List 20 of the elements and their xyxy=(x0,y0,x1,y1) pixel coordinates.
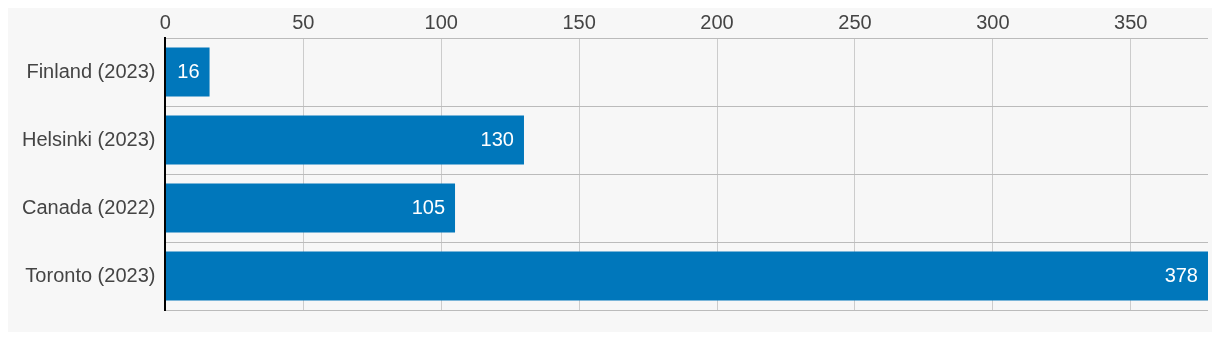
y-tick-label: Toronto (2023) xyxy=(25,263,156,286)
data-label: 130 xyxy=(480,127,514,150)
x-tick-label: 250 xyxy=(838,10,872,33)
bar xyxy=(165,251,1208,301)
bar xyxy=(165,115,524,165)
y-tick-label: Canada (2022) xyxy=(21,195,156,218)
y-tick-label: Finland (2023) xyxy=(26,59,156,82)
x-tick-label: 300 xyxy=(976,10,1010,33)
x-tick-label: 350 xyxy=(1114,10,1148,33)
x-tick-label: 150 xyxy=(562,10,596,33)
data-label: 378 xyxy=(1164,263,1198,286)
x-tick-label: 100 xyxy=(424,10,458,33)
y-tick-label: Helsinki (2023) xyxy=(22,127,156,150)
data-label: 105 xyxy=(411,195,446,218)
data-label: 16 xyxy=(177,59,200,82)
x-tick-label: 200 xyxy=(700,10,734,33)
bar xyxy=(165,47,210,97)
x-tick-label: 0 xyxy=(159,10,171,33)
bar xyxy=(165,183,456,233)
x-tick-label: 50 xyxy=(292,10,315,33)
